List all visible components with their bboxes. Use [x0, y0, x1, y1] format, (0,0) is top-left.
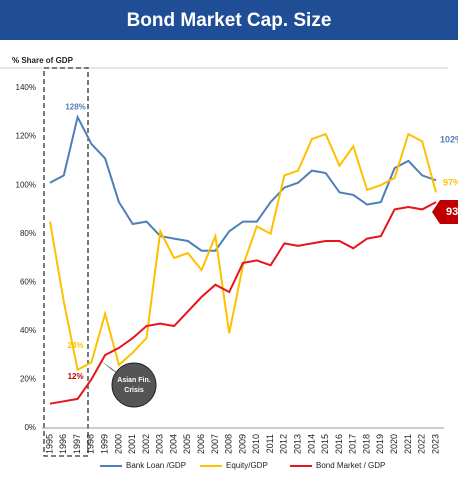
x-tick-label: 2008: [224, 434, 234, 454]
x-tick-label: 2014: [306, 434, 316, 454]
x-tick-label: 2022: [417, 434, 427, 454]
x-tick-label: 1996: [58, 434, 68, 454]
x-tick-label: 2015: [320, 434, 330, 454]
x-tick-label: 2019: [375, 434, 385, 454]
y-tick-label: 20%: [20, 375, 36, 384]
x-tick-label: 2009: [237, 434, 247, 454]
callout: [100, 360, 157, 408]
x-tick-label: 1999: [100, 434, 110, 454]
series-line: [49, 201, 437, 405]
x-tick-label: 2023: [430, 434, 440, 454]
title-bar: [0, 0, 458, 40]
x-tick-label: 2011: [265, 434, 275, 453]
x-tick-label: 2003: [155, 434, 165, 454]
x-tick-label: 2006: [196, 434, 206, 454]
x-tick-label: 1995: [44, 434, 54, 454]
x-tick-label: 2013: [293, 434, 303, 454]
x-tick-label: 2010: [251, 434, 261, 454]
y-tick-label: 80%: [20, 229, 36, 238]
x-tick-label: 2012: [279, 434, 289, 454]
data-label: 93%: [446, 206, 458, 218]
label-arrow: [432, 200, 458, 224]
x-tick-label: 1997: [72, 434, 82, 454]
y-tick-label: 60%: [20, 277, 36, 286]
x-tick-label: 2016: [334, 434, 344, 454]
data-label: 102%: [440, 134, 458, 144]
y-tick-label: 120%: [16, 132, 36, 141]
y-tick-label: 0%: [24, 423, 36, 432]
x-tick-label: 2017: [348, 434, 358, 454]
y-tick-label: 40%: [20, 326, 36, 335]
annotation: Asian Fin. Crisis: [117, 377, 151, 394]
legend-label: Bank Loan /GDP: [126, 461, 186, 470]
x-tick-label: 2007: [210, 434, 220, 454]
data-label: 24%: [68, 341, 84, 350]
x-tick-label: 2018: [361, 434, 371, 454]
annotation-line: Asian Fin.: [117, 377, 151, 384]
data-label: 97%: [443, 177, 458, 187]
x-tick-label: 2004: [168, 434, 178, 454]
x-tick-label: 2002: [141, 434, 151, 454]
y-tick-label: 140%: [16, 83, 36, 92]
data-label: 12%: [68, 372, 84, 381]
x-tick-label: 1998: [86, 434, 96, 454]
y-tick-label: 100%: [16, 180, 36, 189]
x-tick-label: 2020: [389, 434, 399, 454]
data-label: 128%: [65, 102, 85, 111]
legend-label: Bond Market / GDP: [316, 461, 385, 470]
series-line: [49, 114, 437, 252]
x-tick-label: 2005: [182, 434, 192, 454]
annotation-line: Crisis: [124, 387, 144, 394]
x-tick-label: 2021: [403, 434, 413, 454]
legend-label: Equity/GDP: [226, 461, 268, 470]
y-axis-label: % Share of GDP: [12, 56, 74, 65]
chart-title: Bond Market Cap. Size: [127, 10, 332, 31]
x-tick-label: 2000: [113, 434, 123, 454]
x-tick-label: 2001: [127, 434, 137, 454]
series-line: [49, 132, 437, 372]
